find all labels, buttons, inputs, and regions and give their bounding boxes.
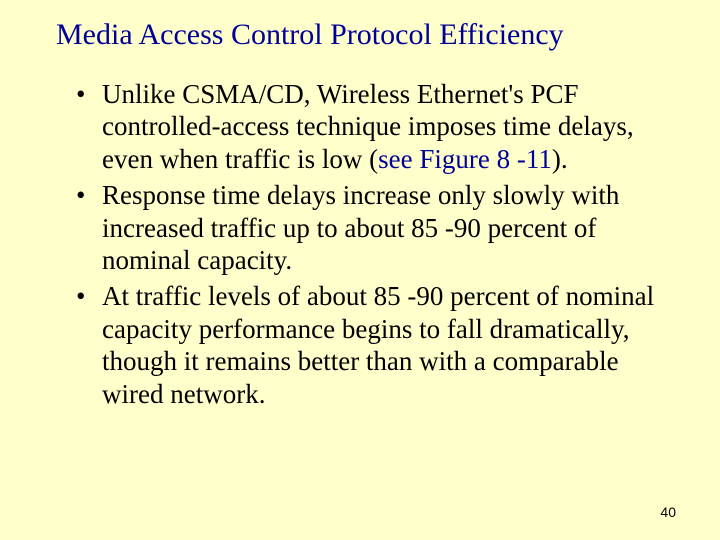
bullet-item: At traffic levels of about 85 -90 percen…: [72, 280, 680, 410]
slide-title: Media Access Control Protocol Efficiency: [48, 18, 680, 52]
bullet-item: Response time delays increase only slowl…: [72, 179, 680, 276]
figure-link[interactable]: see Figure 8 -11: [378, 144, 552, 174]
bullet-text-pre: At traffic levels of about 85 -90 percen…: [102, 281, 654, 408]
bullet-text-post: ).: [552, 144, 568, 174]
slide-container: Media Access Control Protocol Efficiency…: [0, 0, 720, 540]
bullet-item: Unlike CSMA/CD, Wireless Ethernet's PCF …: [72, 78, 680, 175]
page-number: 40: [660, 504, 676, 520]
bullet-text-pre: Response time delays increase only slowl…: [102, 180, 619, 275]
slide-content: Unlike CSMA/CD, Wireless Ethernet's PCF …: [48, 78, 680, 410]
bullet-list: Unlike CSMA/CD, Wireless Ethernet's PCF …: [72, 78, 680, 410]
